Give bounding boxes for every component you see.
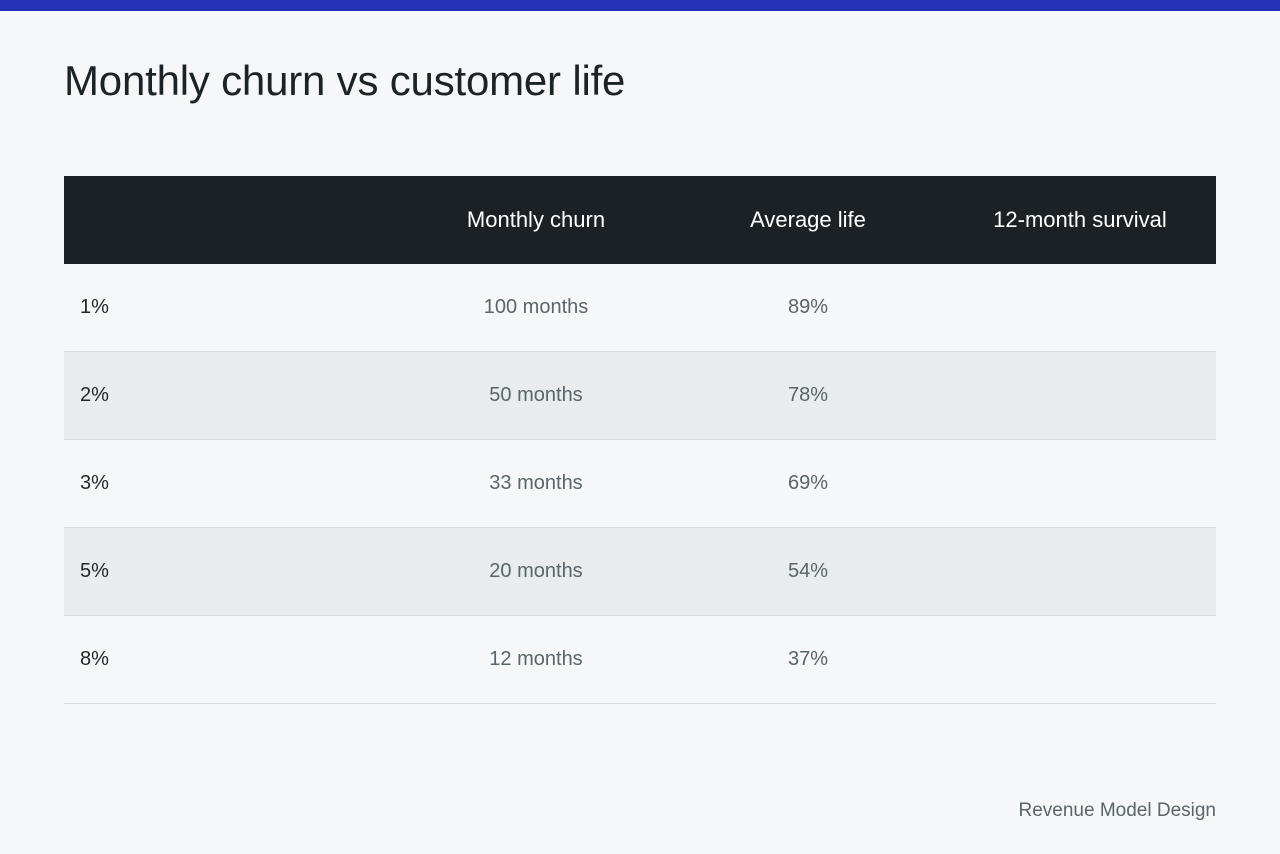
column-header-average-life: Average life: [750, 207, 866, 232]
footer-brand: Revenue Model Design: [1018, 800, 1216, 821]
table-row: 3% 33 months 69%: [64, 439, 1216, 528]
top-accent-bar: [0, 0, 1280, 11]
table-cell: 50 months: [400, 351, 672, 440]
page-title: Monthly churn vs customer life: [64, 57, 626, 104]
table-row: 2% 50 months 78%: [64, 351, 1216, 440]
table-cell: [944, 615, 1216, 704]
table-row: 8% 12 months 37%: [64, 615, 1216, 704]
table-cell: 1%: [64, 264, 400, 352]
column-header: [64, 176, 400, 264]
table-cell: 20 months: [400, 527, 672, 616]
column-header-12-month-survival: 12-month survival: [993, 207, 1167, 232]
table-cell: 100 months: [400, 264, 672, 352]
table-row: 1% 100 months 89%: [64, 264, 1216, 352]
column-header-monthly-churn: Monthly churn: [466, 207, 606, 232]
table-cell: [944, 527, 1216, 616]
table-cell: 12 months: [400, 615, 672, 704]
churn-table: Monthly churn Average life 12-month surv…: [64, 176, 1216, 704]
table-header-row: Monthly churn Average life 12-month surv…: [64, 176, 1216, 264]
table-cell: 33 months: [400, 439, 672, 528]
table-cell: 89%: [672, 264, 944, 352]
table-cell: [944, 351, 1216, 440]
churn-table-container: Monthly churn Average life 12-month surv…: [64, 176, 1216, 704]
table-cell: [944, 264, 1216, 352]
table-cell: 54%: [672, 527, 944, 616]
table-cell: [944, 439, 1216, 528]
table-row: 5% 20 months 54%: [64, 527, 1216, 616]
table-cell: 5%: [64, 527, 400, 616]
table-cell: 8%: [64, 615, 400, 704]
table-cell: 37%: [672, 615, 944, 704]
table-cell: 78%: [672, 351, 944, 440]
table-cell: 3%: [64, 439, 400, 528]
table-cell: 2%: [64, 351, 400, 440]
table-cell: 69%: [672, 439, 944, 528]
